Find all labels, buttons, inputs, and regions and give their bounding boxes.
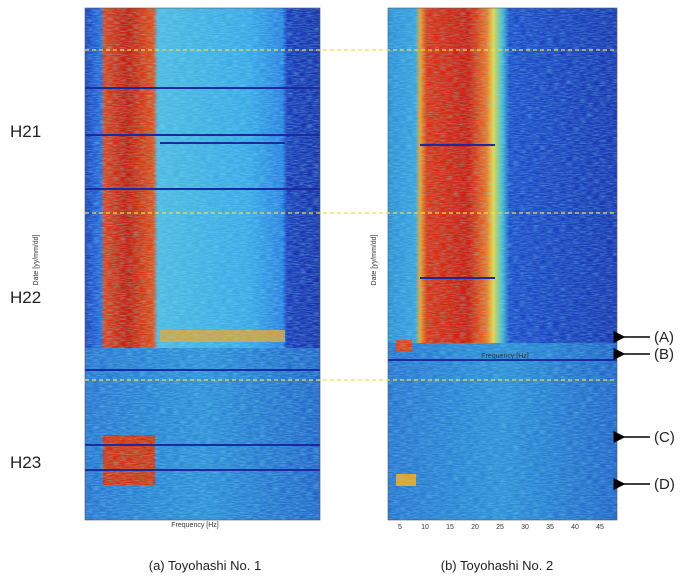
x-tick-label: 35 [546, 524, 554, 531]
annotation-arrows [613, 331, 650, 490]
era-label: H22 [10, 288, 41, 307]
era-separators [85, 49, 617, 381]
x-tick-label: 10 [421, 524, 429, 531]
x-tick-label: 5 [398, 524, 402, 531]
x-tick-label: 30 [521, 524, 529, 531]
x-tick-label: 25 [496, 524, 504, 531]
x-tick-label: 20 [471, 524, 479, 531]
x-tick-label: 45 [596, 524, 604, 531]
spectrogram-b [387, 7, 618, 521]
annotation: (A) [654, 329, 674, 346]
era-label: H23 [10, 453, 41, 472]
x-axis-label: Frequency [Hz] [171, 522, 219, 529]
y-axis-label: Date [yy/mm/dd] [371, 234, 378, 285]
spectrogram-a [84, 7, 321, 521]
caption: (b) Toyohashi No. 2 [441, 558, 554, 573]
annotation: (B) [654, 346, 674, 363]
annotation: (C) [654, 429, 675, 446]
era-label: H21 [10, 122, 41, 141]
annotation: (D) [654, 476, 675, 493]
caption: (a) Toyohashi No. 1 [149, 558, 262, 573]
y-axis-label: Date [yy/mm/dd] [33, 234, 40, 285]
x-axis-label: Frequency [Hz] [481, 353, 529, 360]
x-tick-label: 40 [571, 524, 579, 531]
x-ticks: 5 10 15 20 25 30 35 40 45 [398, 524, 604, 531]
x-tick-label: 15 [446, 524, 454, 531]
